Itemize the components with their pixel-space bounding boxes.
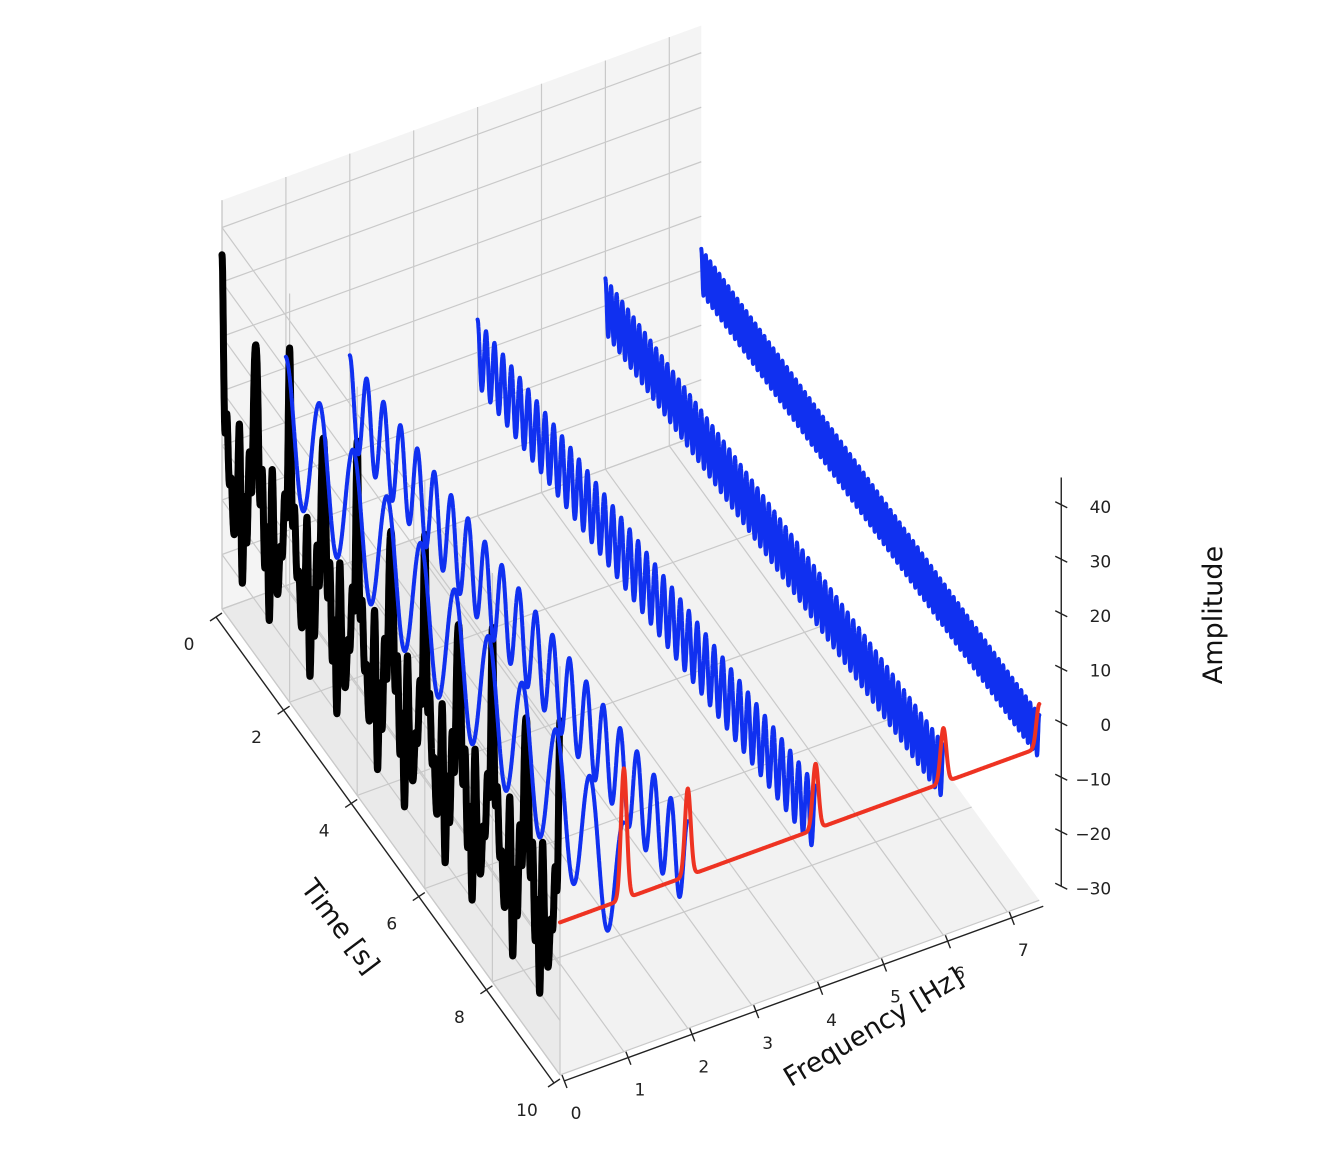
x-tick-label: 8 (454, 1008, 465, 1028)
x-tick-mark (412, 892, 426, 902)
y-tick-label: 5 (890, 988, 901, 1008)
z-tick-mark (1054, 664, 1068, 672)
z-tick-label: 40 (1090, 498, 1112, 518)
x-tick-label: 4 (319, 821, 330, 841)
grid-line (221, 106, 702, 283)
z-tick-mark (1054, 882, 1068, 890)
z-tick-label: −30 (1075, 879, 1111, 899)
z-tick-mark (1054, 773, 1068, 781)
x-tick-label: 10 (516, 1101, 538, 1121)
x-axis-line (215, 616, 555, 1084)
grid-line (413, 538, 753, 1006)
x-tick-label: 2 (251, 728, 262, 748)
grid-line (492, 806, 972, 983)
z-axis-label: Amplitude (1198, 546, 1229, 684)
z-tick-label: 20 (1090, 607, 1112, 627)
y-tick-mark (689, 1028, 696, 1042)
grid-line (221, 554, 561, 1021)
signal-line-1 (283, 354, 626, 933)
grid-line (221, 608, 561, 1076)
y-tick-label: 4 (826, 1011, 837, 1031)
y-tick-mark (753, 1004, 760, 1019)
z-tick-label: 10 (1090, 661, 1112, 681)
y-tick-label: 6 (954, 964, 965, 984)
x-tick-mark (480, 985, 493, 995)
signal-line-5 (699, 246, 1042, 758)
y-tick-label: 7 (1018, 941, 1029, 961)
axis-lines (215, 477, 1062, 1084)
grid-line (604, 468, 944, 936)
z-tick-label: −10 (1075, 770, 1111, 790)
y-axis-line (563, 905, 1044, 1082)
grid-line (221, 227, 561, 694)
grid-line (221, 52, 702, 229)
y-tick-mark (561, 1074, 568, 1089)
grid-line (221, 324, 702, 501)
z-tick-mark (1054, 719, 1068, 727)
grid-line (221, 379, 702, 556)
z-tick-mark (1054, 501, 1068, 509)
z-tick-label: 0 (1100, 716, 1111, 736)
grid-line (221, 445, 561, 912)
z-tick-label: −20 (1075, 825, 1111, 845)
x-tick-mark (277, 705, 290, 715)
grid-line (559, 899, 1040, 1076)
x-tick-mark (209, 612, 223, 622)
y-tick-mark (1008, 911, 1015, 926)
grid-line (668, 445, 1008, 913)
y-tick-label: 3 (762, 1034, 773, 1054)
signal-line-4 (603, 276, 946, 798)
grid-line (541, 492, 880, 959)
signal-line-2 (347, 353, 690, 899)
x-tick-label: 6 (386, 915, 397, 935)
y-tick-mark (816, 981, 824, 996)
grid-line (221, 161, 702, 338)
y-tick-mark (944, 934, 952, 949)
y-tick-mark (880, 958, 888, 972)
y-tick-label: 0 (571, 1104, 582, 1124)
z-tick-mark (1054, 828, 1068, 836)
x-tick-mark (344, 798, 358, 808)
y-tick-label: 1 (634, 1081, 645, 1101)
grid-line (221, 270, 702, 447)
signal-line-3 (475, 317, 818, 848)
y-tick-mark (625, 1051, 632, 1065)
z-tick-label: 30 (1090, 552, 1112, 572)
x-tick-label: 0 (184, 635, 195, 655)
x-tick-mark (547, 1078, 561, 1088)
data-series (218, 246, 1042, 997)
grid-line (477, 515, 817, 983)
spectrum-line (558, 702, 1042, 925)
y-tick-label: 2 (698, 1057, 709, 1077)
z-tick-mark (1054, 610, 1068, 618)
tick-labels: 0 2 4 6 8 10 0 1 2 3 4 5 6 7 −30 −20 −10 0 10 20 30 40 (184, 498, 1112, 1124)
x-axis-label: Time [s] (294, 873, 385, 980)
grid-line (221, 215, 702, 392)
z-tick-mark (1054, 555, 1068, 563)
